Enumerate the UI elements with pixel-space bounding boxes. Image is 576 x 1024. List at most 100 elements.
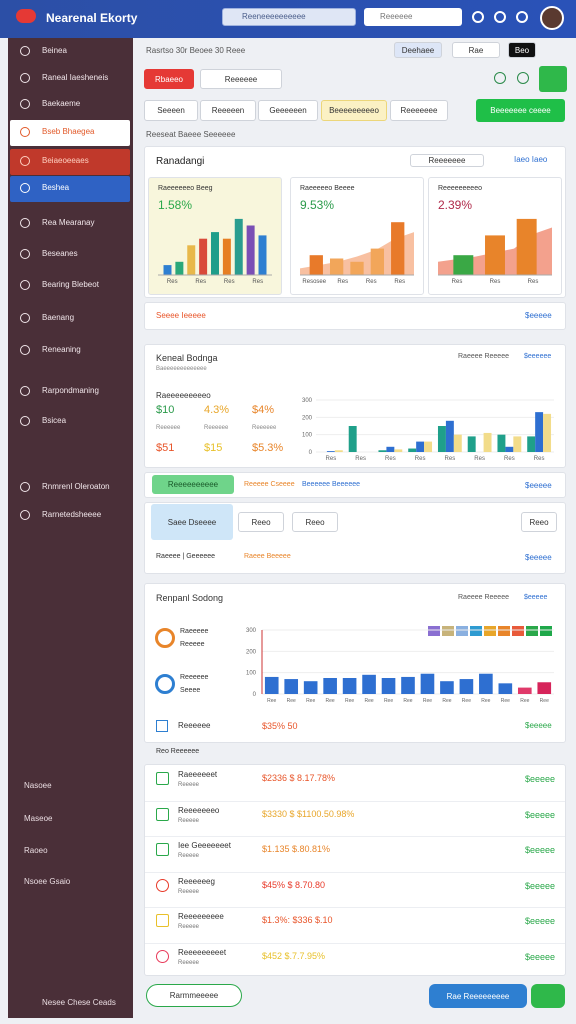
x-tick-label: Ree: [481, 698, 490, 704]
search-box-2[interactable]: [364, 8, 462, 26]
secondary-btn[interactable]: Reeeeee: [200, 69, 282, 89]
filter-btn[interactable]: Reeeeeee: [410, 154, 484, 167]
x-tick-label: Ree: [287, 698, 296, 704]
bar: [326, 451, 335, 452]
header-icon-button[interactable]: [494, 11, 506, 23]
toolbar-btn[interactable]: Deehaee: [394, 42, 442, 58]
card-title: Keneal Bodnga: [156, 353, 218, 363]
x-tick-label: Res: [366, 279, 377, 285]
sidebar-item[interactable]: Reneaning: [42, 345, 81, 354]
info-btn[interactable]: Reeo: [238, 512, 284, 532]
sidebar-item[interactable]: Beseanes: [42, 249, 78, 258]
search-text-2[interactable]: Reeeeee: [380, 12, 413, 21]
sidebar-icon: [20, 280, 30, 290]
toolbar-btn[interactable]: Beo: [508, 42, 536, 58]
bar: [187, 245, 196, 275]
row-value: $eeeee: [525, 809, 556, 820]
item-sub[interactable]: Seeee: [180, 687, 201, 694]
sidebar-icon: [20, 46, 30, 56]
sales-footer: Reeeeee: [178, 721, 211, 730]
x-tick-label: Res: [337, 279, 348, 285]
icon-button[interactable]: [517, 72, 529, 84]
row-sub: Reeeee: [178, 924, 200, 930]
info-btn[interactable]: Reeo: [521, 512, 557, 532]
sidebar-item[interactable]: Beiaeoeeaes: [42, 156, 89, 165]
legend-swatch: [512, 626, 524, 636]
x-tick-label: Res: [474, 456, 485, 462]
sidebar-item[interactable]: [10, 120, 130, 146]
bar: [309, 255, 323, 275]
sidebar-footer: Nesee Chese Ceads: [42, 998, 116, 1007]
outline-btn[interactable]: Rarmmeeeee: [146, 984, 242, 1007]
sidebar-icon: [20, 99, 30, 109]
sidebar-item[interactable]: Rarpondmaning: [42, 386, 99, 395]
sidebar-item[interactable]: Beinea: [42, 46, 67, 55]
bar: [440, 681, 454, 694]
item-sub[interactable]: Reeeee: [180, 641, 205, 648]
sidebar-item[interactable]: Baenang: [42, 313, 75, 322]
section-label: Reeseat Baeee Seeeeee: [146, 130, 236, 139]
sidebar-item[interactable]: Bsicea: [42, 416, 67, 425]
row-value: $eeeee: [525, 951, 556, 962]
search-box[interactable]: [222, 8, 356, 26]
tab-action-btn[interactable]: Beeeeeee ceeee: [476, 99, 565, 122]
sidebar-bottom-item[interactable]: Nasoee: [24, 781, 52, 790]
search-text[interactable]: Reeneeeeeeeeee: [242, 12, 306, 21]
item-icon[interactable]: [155, 628, 175, 648]
bar: [394, 449, 403, 452]
sidebar-item[interactable]: Rarnetedsheeee: [42, 510, 102, 519]
item-icon[interactable]: [155, 674, 175, 694]
chart: 0 100 200 300 Ree Ree Ree Ree Ree Ree Ree Ree Ree Ree…: [246, 628, 554, 704]
sales-footer-right: $eeeee: [525, 721, 552, 730]
mini-value: 2.39%: [438, 198, 473, 212]
sidebar-bottom-item[interactable]: Nsoee Gsaio: [24, 877, 71, 886]
legend-swatch: [428, 626, 440, 636]
icon-button[interactable]: [531, 984, 565, 1008]
sidebar-bottom-item[interactable]: Maseoe: [24, 814, 53, 823]
header-icon-button[interactable]: [472, 11, 484, 23]
tab[interactable]: Geeeeeen: [258, 100, 318, 121]
tab[interactable]: Beeeeeeeeeo: [321, 100, 387, 121]
sidebar-item[interactable]: Bseb Bhaegea: [42, 127, 95, 136]
toolbar-btn[interactable]: Rae: [452, 42, 500, 58]
sidebar-item[interactable]: Rnmrenl Oleroaton: [42, 482, 110, 491]
sidebar-icon: [20, 73, 30, 83]
y-tick-label: 100: [246, 671, 257, 677]
item-title[interactable]: Raeeeee: [180, 628, 209, 635]
x-tick-label: Res: [385, 456, 396, 462]
item-title[interactable]: Reeeeee: [180, 674, 209, 681]
bar: [348, 426, 357, 452]
x-tick-label: Res: [326, 456, 337, 462]
x-tick-label: Res: [528, 279, 539, 285]
icon-button[interactable]: [539, 66, 567, 92]
sidebar-bottom-item[interactable]: Raoeo: [24, 846, 48, 855]
row-icon: [156, 772, 169, 785]
row-icon: [156, 949, 169, 963]
sidebar-item[interactable]: Rea Mearanay: [42, 218, 95, 227]
legend-swatch: [540, 626, 552, 636]
row-divider: [145, 800, 565, 802]
sidebar-item[interactable]: Bearing Blebeot: [42, 280, 99, 289]
row-title: Reeeeeeg: [178, 876, 215, 886]
row-value: $eeeee: [525, 845, 556, 855]
tab[interactable]: Seeeen: [144, 100, 198, 121]
footer-icon: [156, 720, 168, 732]
info-btn[interactable]: Reeo: [292, 512, 338, 532]
sidebar-item[interactable]: Beshea: [42, 183, 70, 192]
tab[interactable]: Reeeeeee: [390, 100, 448, 121]
sidebar-item[interactable]: [10, 149, 130, 175]
sidebar-item[interactable]: Raneal Iaesheneis: [42, 73, 109, 82]
sidebar-item[interactable]: Baekaeme: [42, 99, 81, 108]
primary-btn[interactable]: Rae Reeeeeeeee: [429, 984, 527, 1008]
header-icon-button[interactable]: [516, 11, 528, 23]
tab[interactable]: Reeeeen: [200, 100, 256, 121]
icon-button[interactable]: [494, 72, 506, 84]
x-tick-label: Res: [504, 456, 515, 462]
sidebar-item[interactable]: [10, 176, 130, 202]
x-tick-label: Res: [394, 279, 405, 285]
stat: Reeeeee: [156, 425, 181, 431]
row-divider: [145, 871, 565, 873]
primary-btn[interactable]: Rbaeeo: [144, 69, 194, 89]
chart: Res Res Res: [438, 218, 552, 285]
x-tick-label: Res: [355, 456, 366, 462]
